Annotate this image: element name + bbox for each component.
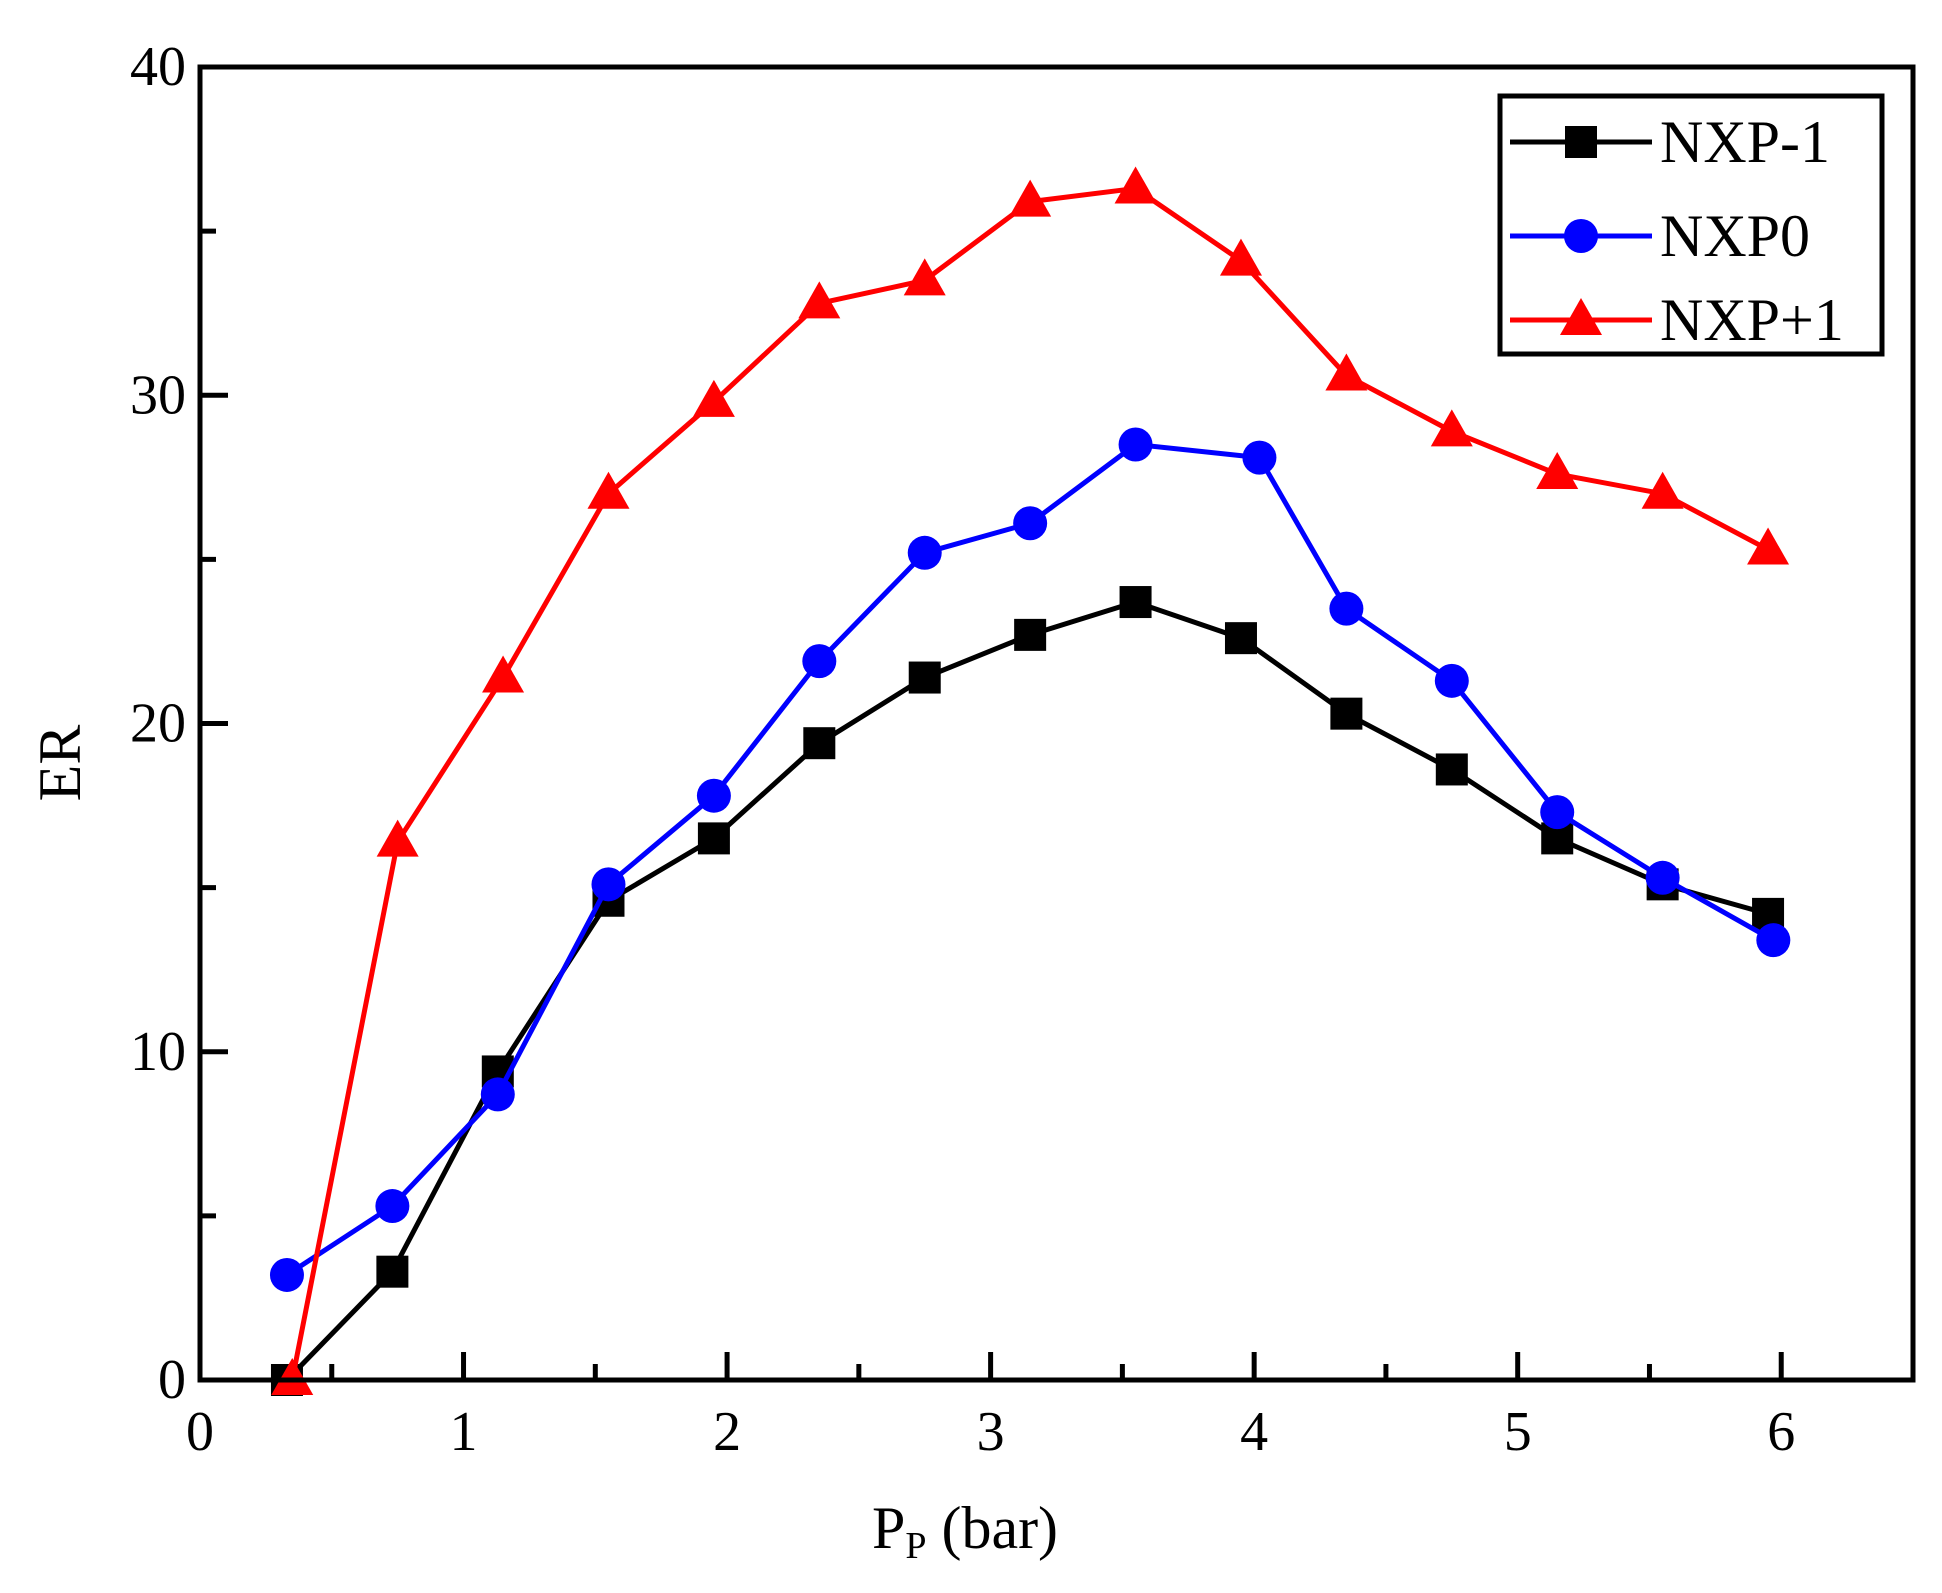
data-point-nxpplus1 bbox=[1219, 238, 1262, 276]
data-point-nxpplus1 bbox=[1430, 409, 1473, 447]
data-point-nxpplus1 bbox=[903, 258, 946, 296]
data-point-nxp0 bbox=[1013, 506, 1048, 541]
data-point-nxpplus1 bbox=[798, 281, 841, 319]
data-point-nxpplus1 bbox=[1536, 452, 1579, 490]
data-point-nxpplus1 bbox=[1114, 166, 1157, 204]
series-nxp0 bbox=[269, 427, 1791, 1292]
data-point-nxp0 bbox=[1329, 591, 1364, 626]
legend-label-nxpplus1: NXP+1 bbox=[1660, 287, 1844, 353]
data-point-nxp-1 bbox=[697, 822, 730, 855]
legend-marker-nxp-1 bbox=[1565, 126, 1597, 158]
data-point-nxp0 bbox=[375, 1189, 410, 1224]
data-point-nxp-1 bbox=[1435, 753, 1468, 786]
data-point-nxpplus1 bbox=[1641, 471, 1684, 509]
data-point-nxpplus1 bbox=[587, 471, 630, 509]
data-point-nxp0 bbox=[480, 1077, 515, 1112]
data-point-nxpplus1 bbox=[482, 655, 525, 693]
y-tick-label: 20 bbox=[130, 693, 186, 755]
data-point-nxp0 bbox=[907, 535, 942, 570]
data-point-nxp-1 bbox=[803, 727, 836, 760]
x-axis-title-subscript: P bbox=[905, 1525, 926, 1567]
x-tick-label: 4 bbox=[1240, 1401, 1268, 1463]
series-nxpplus1 bbox=[271, 166, 1790, 1395]
data-point-nxp0 bbox=[1645, 860, 1680, 895]
data-point-nxp-1 bbox=[908, 661, 941, 694]
x-tick-label: 1 bbox=[450, 1401, 478, 1463]
x-tick-label: 5 bbox=[1504, 1401, 1532, 1463]
data-point-nxpplus1 bbox=[1747, 527, 1790, 565]
legend-marker-nxp0 bbox=[1564, 219, 1598, 253]
x-tick-label: 6 bbox=[1767, 1401, 1795, 1463]
data-point-nxp0 bbox=[696, 778, 731, 813]
y-axis-ticks: 0 10 20 30 40 bbox=[130, 36, 228, 1411]
data-point-nxp0 bbox=[1540, 795, 1575, 830]
legend-marker-nxpplus1 bbox=[1560, 298, 1602, 335]
y-axis-title: ER bbox=[27, 725, 93, 802]
data-point-nxp0 bbox=[1434, 663, 1469, 698]
series-layer bbox=[269, 166, 1791, 1396]
y-tick-label: 40 bbox=[130, 36, 186, 98]
y-tick-label: 30 bbox=[130, 364, 186, 426]
data-point-nxp0 bbox=[802, 644, 837, 679]
x-tick-label: 0 bbox=[186, 1401, 214, 1463]
x-axis-title: PP (bar) bbox=[872, 1495, 1058, 1567]
data-point-nxp0 bbox=[1118, 427, 1153, 462]
data-point-nxp0 bbox=[1242, 440, 1277, 475]
x-axis-ticks: 0 1 2 3 4 5 6 bbox=[186, 1352, 1795, 1463]
data-point-nxpplus1 bbox=[376, 819, 419, 857]
x-axis-title-main: P bbox=[872, 1495, 905, 1561]
data-point-nxp-1 bbox=[376, 1255, 409, 1288]
legend-label-nxp-1: NXP-1 bbox=[1660, 109, 1830, 175]
data-point-nxp-1 bbox=[1014, 618, 1047, 651]
data-point-nxp-1 bbox=[1224, 622, 1257, 655]
data-point-nxpplus1 bbox=[271, 1358, 314, 1395]
legend: NXP-1 NXP0 NXP+1 bbox=[1497, 93, 1885, 357]
legend-box bbox=[1497, 93, 1885, 357]
data-point-nxpplus1 bbox=[692, 379, 735, 417]
x-axis-title-suffix: (bar) bbox=[926, 1495, 1058, 1561]
x-tick-label: 2 bbox=[713, 1401, 741, 1463]
data-point-nxp0 bbox=[269, 1257, 304, 1292]
data-point-nxp0 bbox=[1756, 923, 1791, 958]
data-point-nxpplus1 bbox=[1009, 179, 1052, 217]
data-point-nxpplus1 bbox=[1325, 353, 1368, 391]
legend-items: NXP-1 NXP0 NXP+1 bbox=[1510, 109, 1844, 353]
data-point-nxp0 bbox=[591, 867, 626, 902]
y-tick-label: 0 bbox=[158, 1349, 186, 1411]
y-tick-label: 10 bbox=[130, 1021, 186, 1083]
legend-label-nxp0: NXP0 bbox=[1660, 203, 1810, 269]
x-tick-label: 3 bbox=[977, 1401, 1005, 1463]
data-point-nxp-1 bbox=[1119, 586, 1152, 619]
data-point-nxp-1 bbox=[1330, 697, 1363, 730]
